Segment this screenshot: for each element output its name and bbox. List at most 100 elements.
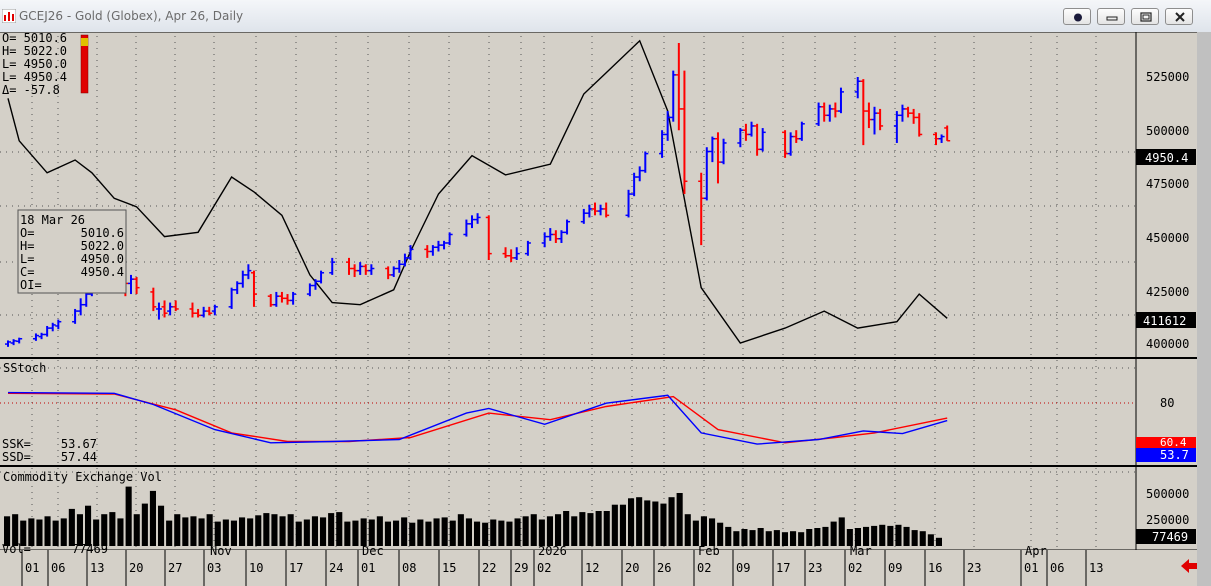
volume-bar: [117, 518, 124, 546]
volume-bar: [927, 534, 934, 546]
vol-value: 77469: [72, 542, 108, 556]
price-bar: [161, 300, 168, 318]
price-bar: [899, 104, 906, 122]
volume-bar: [514, 518, 521, 546]
volume-bar: [790, 531, 797, 546]
volume-bar: [895, 524, 902, 546]
ssk-line: [7, 391, 948, 445]
price-tick: 500000: [1146, 124, 1189, 138]
stochastic-lines: [7, 391, 948, 445]
chart-app-icon: [2, 9, 16, 23]
price-bar: [877, 108, 884, 131]
price-axis: 525000 500000 475000 450000 425000 40000…: [1146, 70, 1189, 351]
price-bar: [273, 291, 280, 307]
price-bar: [250, 270, 257, 307]
volume-bar: [141, 503, 148, 546]
window-menu-button[interactable]: [1063, 8, 1091, 25]
volume-bar: [806, 529, 813, 546]
volume-bar: [603, 511, 610, 546]
volume-bar: [279, 516, 286, 546]
price-bar: [821, 102, 828, 122]
tooltip-key: OI=: [20, 278, 42, 292]
window-title: GCEJ26 - Gold (Globex), Apr 26, Daily: [19, 9, 244, 23]
close-button[interactable]: [1165, 8, 1193, 25]
tooltip-value: 5022.0: [81, 239, 124, 253]
volume-bar: [328, 513, 335, 546]
restore-button[interactable]: [1131, 8, 1159, 25]
price-bar: [703, 147, 710, 201]
price-bar: [854, 77, 861, 99]
day-label: 03: [207, 561, 221, 575]
ohlc-readout: O= 5010.6 H= 5022.0 L= 4950.0 L= 4950.4 …: [2, 32, 67, 97]
tooltip-key: C=: [20, 265, 34, 279]
price-bar: [709, 136, 716, 163]
price-bar: [234, 281, 241, 295]
day-label: 17: [776, 561, 790, 575]
volume-bar: [449, 520, 456, 546]
price-bar: [211, 304, 218, 316]
month-label: Apr: [1025, 544, 1047, 558]
price-bar: [446, 232, 453, 246]
grid-lines: [0, 36, 1136, 548]
tooltip-value: 5010.6: [81, 226, 124, 240]
volume-bar: [222, 519, 229, 546]
volume-bar: [725, 526, 732, 546]
price-bar: [933, 132, 939, 146]
volume-bar: [311, 516, 318, 546]
price-bar: [424, 245, 431, 258]
volume-bar: [352, 520, 359, 546]
restore-icon: [1140, 12, 1152, 22]
volume-bar: [206, 514, 213, 546]
right-scrollbar[interactable]: [1197, 32, 1211, 586]
volume-bar: [166, 520, 173, 546]
price-bar: [787, 132, 794, 156]
volume-bar: [52, 520, 59, 546]
price-bar: [278, 291, 285, 303]
oi-badge: [1136, 312, 1196, 328]
price-bar: [329, 257, 336, 275]
price-tick: 425000: [1146, 285, 1189, 299]
ssk-badge-value: 53.7: [1160, 448, 1189, 462]
volume-bar: [773, 530, 780, 546]
day-label: 23: [808, 561, 822, 575]
price-bar: [675, 42, 682, 131]
volume-bar: [887, 525, 894, 546]
price-bar: [541, 232, 548, 248]
price-bar: [435, 240, 442, 252]
title-bar[interactable]: GCEJ26 - Gold (Globex), Apr 26, Daily: [0, 0, 1211, 33]
price-bar: [396, 260, 403, 273]
minimize-icon: [1106, 16, 1118, 21]
price-bar: [407, 245, 414, 261]
volume-bar: [457, 514, 464, 546]
minimize-button[interactable]: [1097, 8, 1125, 25]
volume-bar: [911, 530, 918, 546]
volume-bar: [741, 529, 748, 546]
volume-bar: [935, 537, 942, 546]
volume-bar: [538, 519, 545, 546]
volume-bar: [417, 519, 424, 546]
ssd-badge-value: 60.4: [1160, 436, 1187, 449]
price-bar: [133, 277, 140, 295]
price-bar: [737, 128, 744, 148]
volume-bar: [700, 516, 707, 546]
price-bar: [5, 340, 11, 347]
volume-bar: [692, 520, 699, 546]
volume-bar: [652, 501, 659, 546]
price-tick: 525000: [1146, 70, 1189, 84]
time-axis: 01 06 13 20 27 03 10 17 24 01 08 15 22 29 02 12 20 26 02 09…: [21, 544, 1103, 586]
price-bar: [206, 306, 213, 316]
price-bar: [150, 287, 157, 312]
volume-bar: [149, 490, 156, 546]
price-bar: [798, 121, 805, 141]
price-tick: 400000: [1146, 337, 1189, 351]
volume-bar: [749, 530, 756, 546]
volume-bar: [522, 516, 529, 546]
price-tick: 475000: [1146, 177, 1189, 191]
day-label: 20: [129, 561, 143, 575]
volume-bar: [287, 514, 294, 546]
scroll-left-arrow-icon[interactable]: [1179, 557, 1199, 575]
chart-canvas[interactable]: 525000 500000 475000 450000 425000 40000…: [0, 32, 1211, 586]
volume-bar: [530, 514, 537, 546]
day-label: 12: [585, 561, 599, 575]
volume-bar: [619, 504, 626, 546]
